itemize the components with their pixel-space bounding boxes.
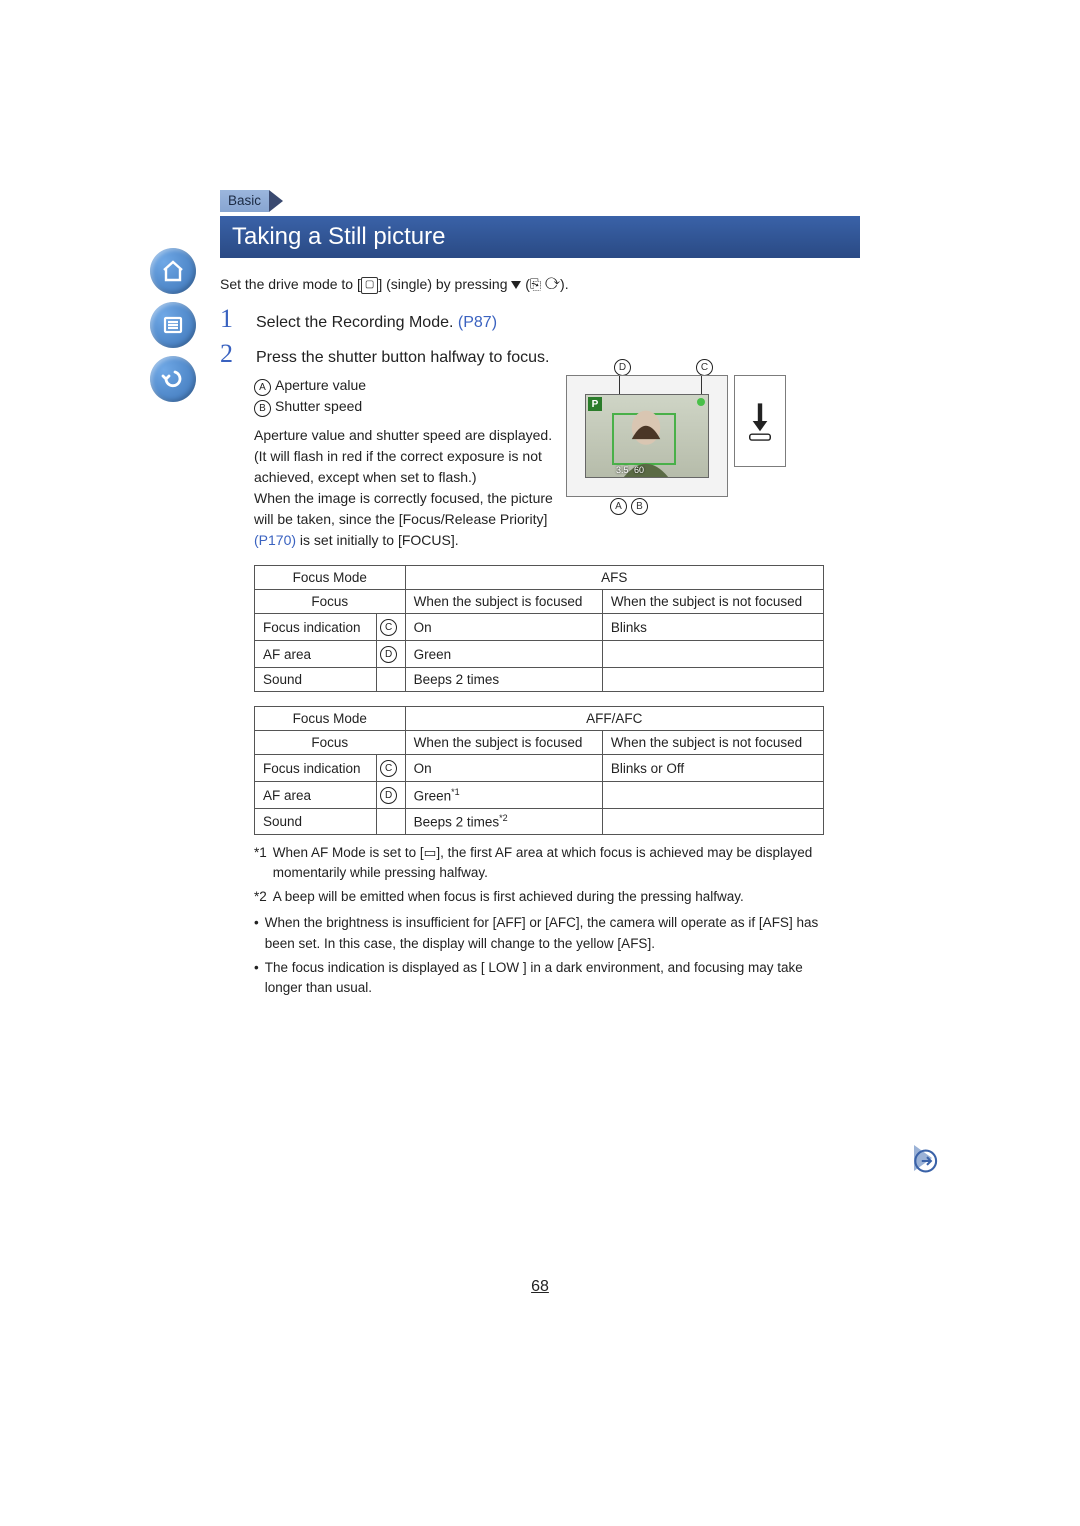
row-mark	[376, 809, 405, 835]
home-icon[interactable]	[150, 248, 196, 294]
cell: On	[405, 614, 602, 641]
row-label: AF area	[255, 641, 377, 668]
contents-icon[interactable]	[150, 302, 196, 348]
cell	[602, 782, 823, 809]
focus-dot-icon	[697, 398, 705, 406]
cell	[602, 641, 823, 668]
explain-2a: When the image is correctly focused, the…	[254, 490, 553, 527]
th-mode-val: AFF/AFC	[405, 707, 823, 731]
cell: Blinks	[602, 614, 823, 641]
th-focus: Focus	[255, 731, 406, 755]
cell: Beeps 2 times	[405, 668, 602, 692]
viewfinder-preview: P 3.5 60	[566, 375, 728, 497]
def-a: Aperture value	[275, 377, 366, 393]
page-link[interactable]: (P170)	[254, 532, 296, 548]
step-1-text: Select the Recording Mode.	[256, 314, 458, 331]
table-row: Sound Beeps 2 times	[255, 668, 824, 692]
footnote-text: When AF Mode is set to [▭], the first AF…	[273, 843, 834, 884]
label-a-mark: A	[610, 498, 627, 515]
aperture-readout: 3.5	[616, 465, 629, 475]
back-icon[interactable]	[150, 356, 196, 402]
footnotes: *1 When AF Mode is set to [▭], the first…	[254, 843, 834, 999]
down-icon	[511, 281, 521, 289]
table-row: Sound Beeps 2 times*2	[255, 809, 824, 835]
th-focus: Focus	[255, 590, 406, 614]
th-mode-val: AFS	[405, 566, 823, 590]
th-unfocused: When the subject is not focused	[602, 731, 823, 755]
label-c-icon: C	[696, 359, 713, 376]
table-row: AF area D Green	[255, 641, 824, 668]
detail-text: AAperture value BShutter speed Aperture …	[254, 375, 554, 551]
row-mark: D	[380, 787, 397, 804]
row-label: Sound	[255, 809, 377, 835]
th-mode: Focus Mode	[255, 566, 406, 590]
row-mark	[376, 668, 405, 692]
step-number: 1	[220, 304, 242, 334]
page-link[interactable]: (P87)	[458, 314, 497, 331]
page-number: 68	[0, 1278, 1080, 1296]
explain-1: Aperture value and shutter speed are dis…	[254, 425, 554, 488]
extra-note: When the brightness is insufficient for …	[265, 913, 834, 954]
intro-a: Set the drive mode to [	[220, 276, 361, 292]
section-label-text: Basic	[228, 193, 261, 208]
label-b-icon: B	[254, 400, 271, 417]
intro-c: ).	[560, 276, 569, 292]
photo-preview: P 3.5 60	[585, 394, 709, 478]
cell: On	[405, 755, 602, 782]
shutter-press-icon	[734, 375, 786, 467]
footnote-mark: *1	[254, 843, 267, 884]
step-text: Press the shutter button halfway to focu…	[256, 347, 550, 369]
def-b: Shutter speed	[275, 398, 362, 414]
footnote-text: A beep will be emitted when focus is fir…	[273, 887, 744, 907]
row-mark: C	[380, 619, 397, 636]
step-number: 2	[220, 339, 242, 369]
row-label: Focus indication	[255, 755, 377, 782]
cell: Green	[405, 641, 602, 668]
table-row: Focus indication C On Blinks or Off	[255, 755, 824, 782]
row-mark: C	[380, 760, 397, 777]
cell	[602, 809, 823, 835]
label-d-icon: D	[614, 359, 631, 376]
subject-silhouette-icon	[596, 403, 696, 478]
cell	[602, 668, 823, 692]
th-unfocused: When the subject is not focused	[602, 590, 823, 614]
intro-text: Set the drive mode to [▢] (single) by pr…	[220, 274, 860, 294]
cell: Beeps 2 times*2	[405, 809, 602, 835]
th-focused: When the subject is focused	[405, 731, 602, 755]
illustration: D C P	[566, 375, 786, 551]
manual-page: Basic Taking a Still picture Set the dri…	[0, 0, 1080, 1526]
focus-table-afs: Focus Mode AFS Focus When the subject is…	[254, 565, 824, 692]
label-b-mark: B	[631, 498, 648, 515]
page-title: Taking a Still picture	[220, 216, 860, 258]
sidebar-nav	[150, 248, 196, 402]
cell: Green*1	[405, 782, 602, 809]
th-focused: When the subject is focused	[405, 590, 602, 614]
focus-table-aff: Focus Mode AFF/AFC Focus When the subjec…	[254, 706, 824, 835]
step-2: 2 Press the shutter button halfway to fo…	[220, 339, 860, 369]
row-label: Focus indication	[255, 614, 377, 641]
step-1: 1 Select the Recording Mode. (P87)	[220, 304, 860, 334]
row-label: AF area	[255, 782, 377, 809]
content-area: Basic Taking a Still picture Set the dri…	[220, 190, 860, 998]
row-label: Sound	[255, 668, 377, 692]
step-2-detail: AAperture value BShutter speed Aperture …	[254, 375, 860, 551]
intro-parenthesis: (⎘ ⟳	[521, 276, 560, 292]
table-row: AF area D Green*1	[255, 782, 824, 809]
th-mode: Focus Mode	[255, 707, 406, 731]
footnote-mark: *2	[254, 887, 267, 907]
row-mark: D	[380, 646, 397, 663]
steps-list: 1 Select the Recording Mode. (P87) 2 Pre…	[220, 304, 860, 369]
page-title-text: Taking a Still picture	[232, 223, 445, 250]
shutter-readout: 60	[634, 465, 644, 475]
single-mode-icon: ▢	[361, 277, 378, 294]
next-page-icon[interactable]	[914, 1145, 940, 1171]
label-a-icon: A	[254, 379, 271, 396]
intro-b: ] (single) by pressing	[378, 276, 511, 292]
section-label: Basic	[220, 190, 269, 212]
table-row: Focus indication C On Blinks	[255, 614, 824, 641]
explain-2b: is set initially to [FOCUS].	[296, 532, 459, 548]
step-text: Select the Recording Mode. (P87)	[256, 312, 497, 334]
extra-note: The focus indication is displayed as [ L…	[265, 958, 834, 999]
cell: Blinks or Off	[602, 755, 823, 782]
